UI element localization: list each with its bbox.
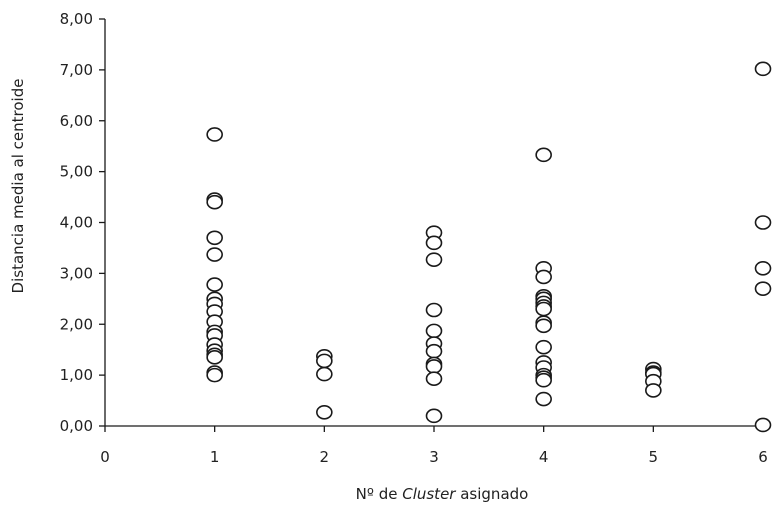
x-tick-label: 3 <box>429 448 439 466</box>
x-axis-label: Nº de Cluster asignado <box>356 485 529 503</box>
data-point <box>535 147 552 163</box>
y-tick-label: 0,00 <box>60 417 93 435</box>
data-point <box>316 366 333 382</box>
y-tick-label: 6,00 <box>60 112 93 130</box>
data-point <box>206 127 223 142</box>
data-point <box>425 302 443 318</box>
data-point <box>535 301 552 317</box>
data-point <box>206 194 223 210</box>
y-tick-label: 1,00 <box>60 366 93 384</box>
data-point <box>754 281 772 296</box>
y-axis-label: Distancia media al centroide <box>9 79 27 294</box>
data-point <box>425 323 443 339</box>
y-tick-label: 7,00 <box>60 61 93 79</box>
data-point <box>206 247 223 262</box>
data-point <box>206 277 223 292</box>
x-tick-label: 0 <box>100 448 110 466</box>
data-point <box>535 318 552 334</box>
data-point <box>754 215 772 230</box>
data-point <box>754 61 772 77</box>
data-point <box>425 252 443 267</box>
data-point <box>425 343 443 359</box>
y-tick-label: 3,00 <box>60 264 93 282</box>
data-point <box>206 350 223 365</box>
data-point <box>535 339 552 355</box>
data-point <box>206 367 223 383</box>
data-point <box>535 391 552 407</box>
x-axis: 0 1 2 3 4 5 6 <box>100 425 768 466</box>
data-point <box>425 408 443 424</box>
data-point <box>425 235 443 251</box>
y-tick-label: 2,00 <box>60 315 93 333</box>
y-axis: 0,00 1,00 2,00 3,00 4,00 5,00 6,00 7,00 8,00 <box>60 10 106 435</box>
data-point <box>316 353 333 369</box>
x-tick-label: 1 <box>210 448 220 466</box>
x-axis-label-prefix: Nº de <box>356 485 403 503</box>
x-tick-label: 5 <box>649 448 659 466</box>
data-point <box>754 260 772 276</box>
data-point <box>645 383 662 398</box>
x-tick-label: 4 <box>539 448 549 466</box>
x-axis-label-suffix: asignado <box>455 485 528 503</box>
data-point <box>535 269 552 285</box>
data-point <box>754 417 772 433</box>
data-point <box>535 372 552 388</box>
data-point <box>206 230 223 246</box>
x-tick-label: 2 <box>320 448 330 466</box>
data-point <box>425 359 443 374</box>
data-point <box>425 371 443 386</box>
x-tick-label: 6 <box>758 448 768 466</box>
data-points <box>206 61 772 433</box>
data-point <box>316 404 333 420</box>
x-axis-label-italic: Cluster <box>402 485 456 503</box>
y-tick-label: 4,00 <box>60 214 93 232</box>
y-tick-label: 5,00 <box>60 163 93 181</box>
y-tick-label: 8,00 <box>60 10 93 28</box>
